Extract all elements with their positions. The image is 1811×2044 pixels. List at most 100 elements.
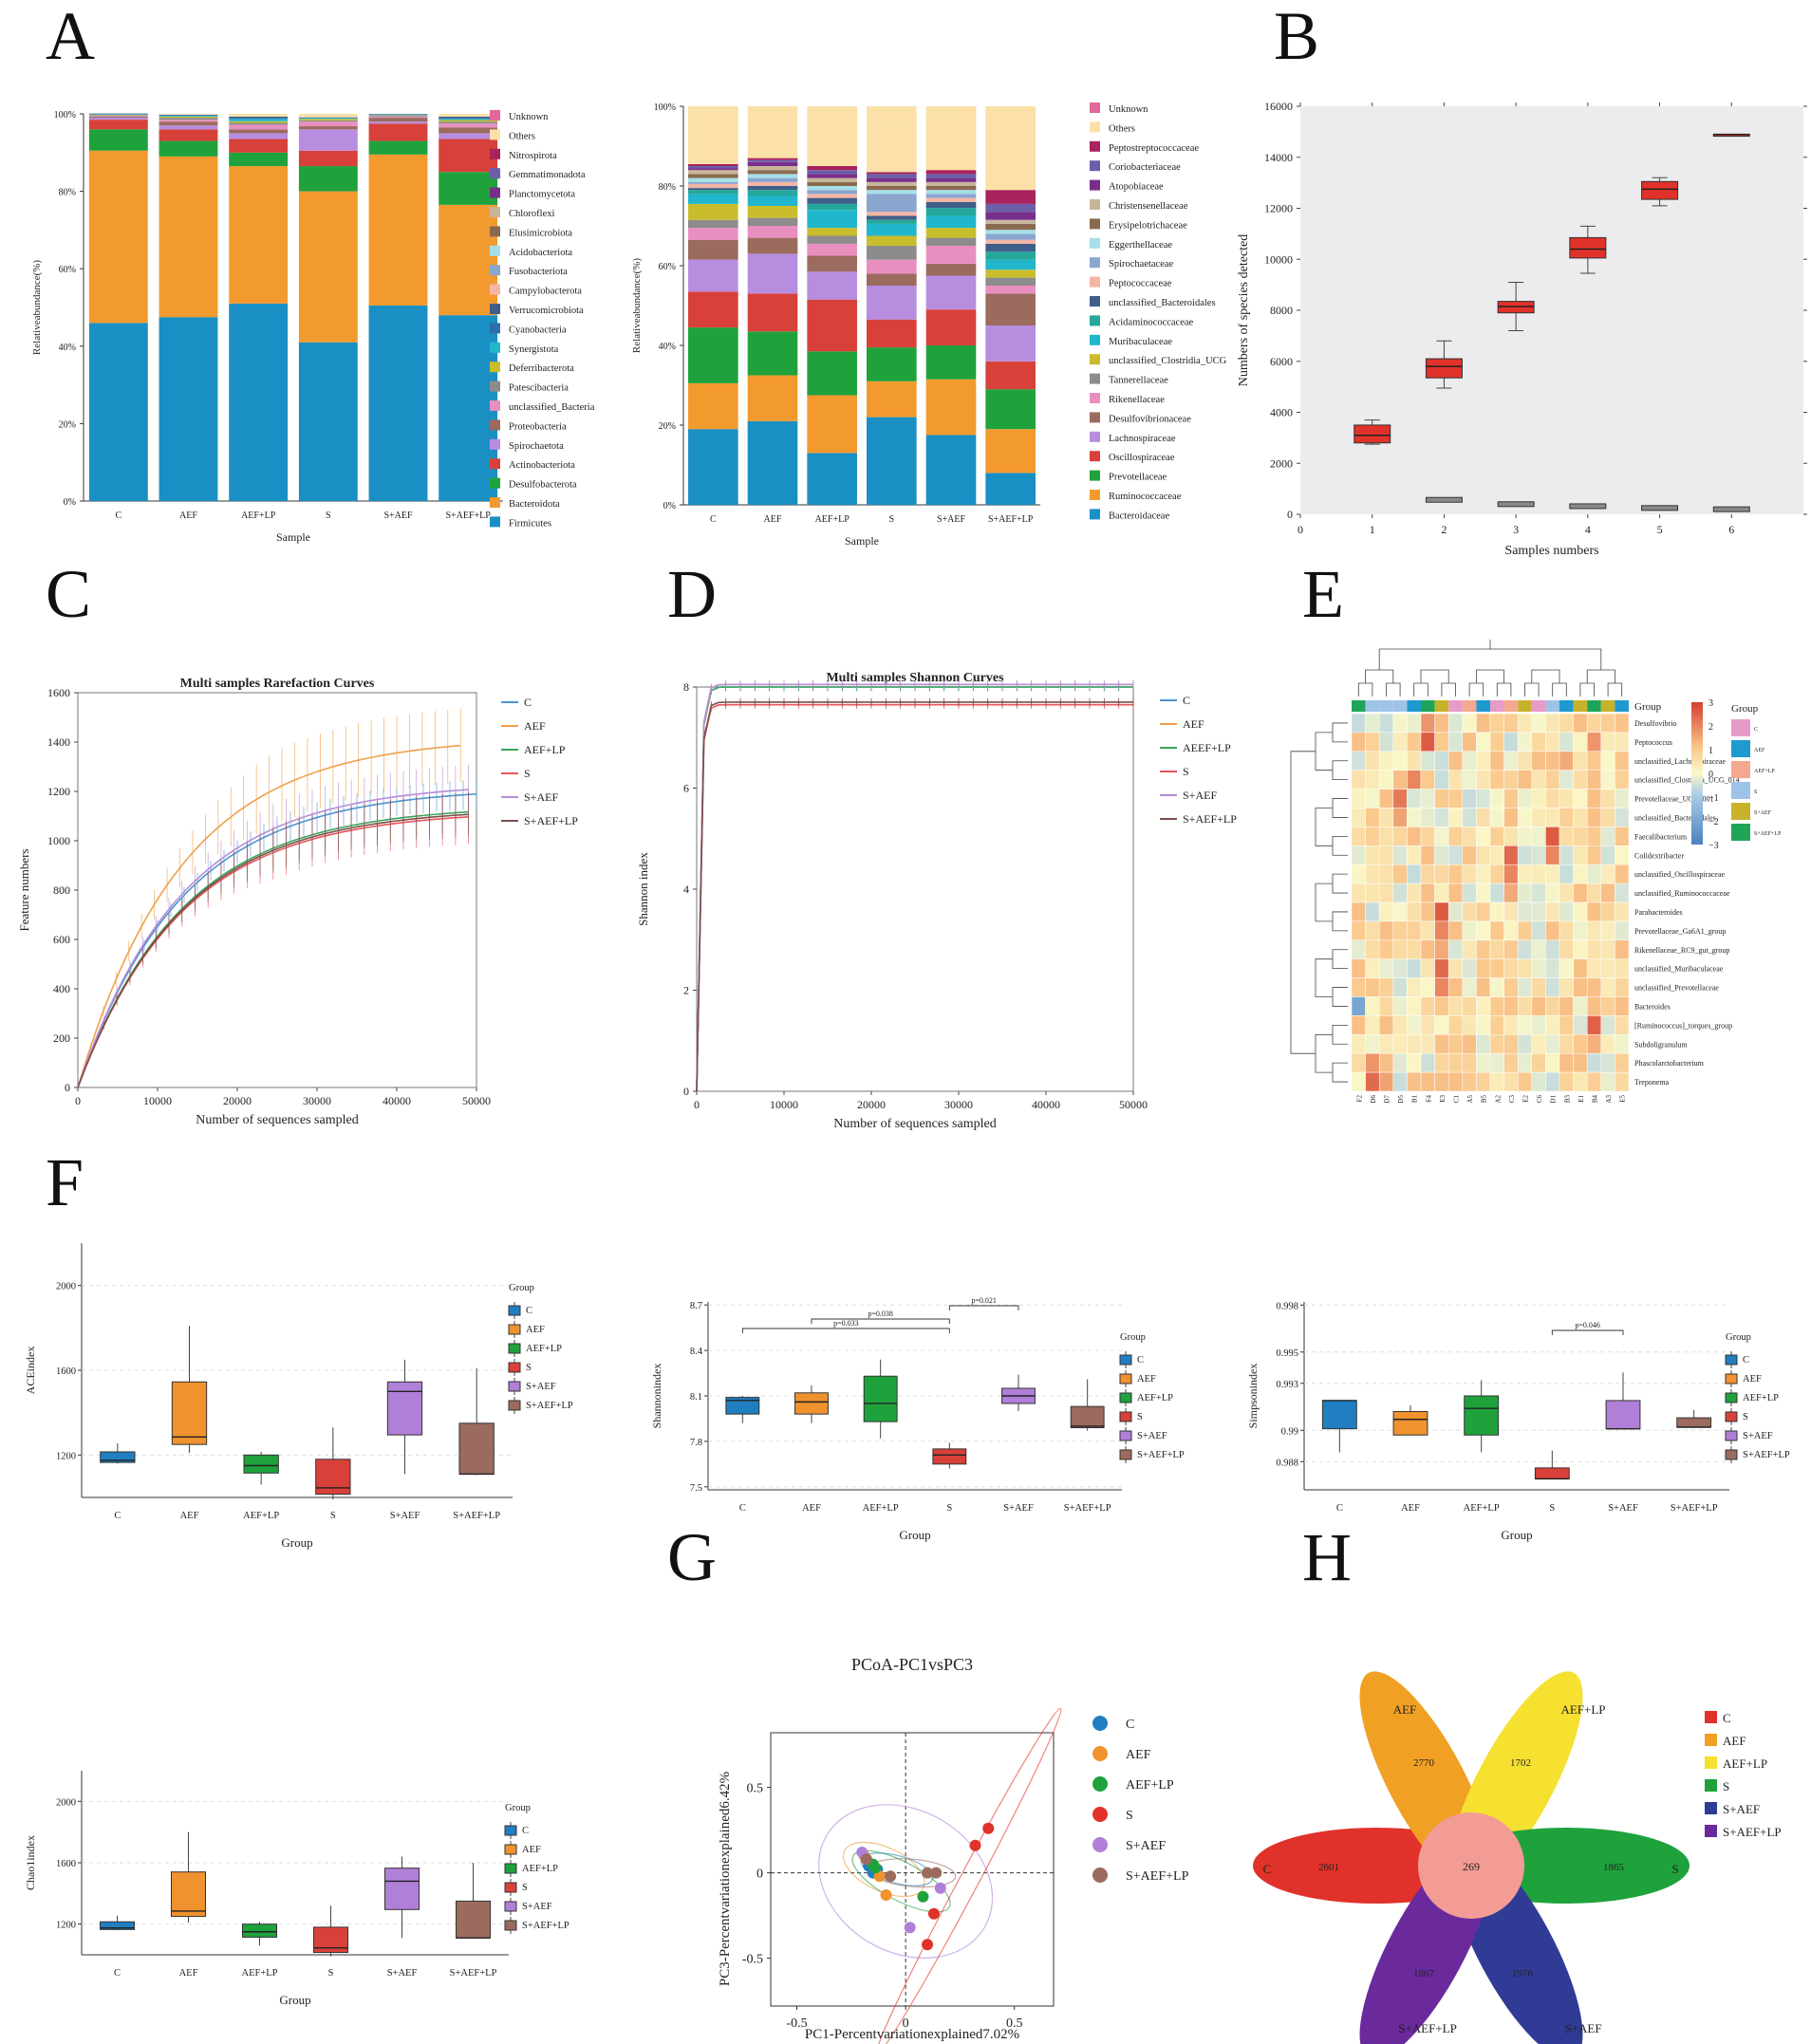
heatmap-cell	[1420, 883, 1435, 903]
bar-segment	[985, 389, 1036, 430]
heatmap-cell	[1600, 977, 1615, 997]
bar-segment	[298, 126, 358, 130]
bar-segment	[688, 194, 738, 204]
heatmap-cell	[1517, 751, 1533, 771]
legend-label: Deferribacterota	[509, 363, 574, 374]
box	[100, 1451, 136, 1463]
heatmap-cell	[1559, 732, 1574, 753]
heatmap-cell	[1531, 958, 1546, 978]
y-tick-label: 10000	[1264, 252, 1293, 266]
data-point	[922, 1939, 934, 1951]
heatmap-cell	[1378, 920, 1394, 941]
x-tick-label: 0	[694, 1098, 700, 1111]
dendrogram-branch	[1332, 722, 1348, 743]
bar-segment	[159, 116, 218, 117]
legend-label: AEF+LP	[1137, 1393, 1173, 1403]
petal-value: 1702	[1510, 1757, 1531, 1769]
series-line	[696, 703, 1133, 1092]
heatmap-cell	[1503, 1034, 1519, 1054]
set-label: S+AEF+LP	[1398, 2021, 1457, 2035]
heatmap-cell	[1365, 732, 1380, 753]
y-axis-title: Relativeabundance(%)	[31, 260, 43, 356]
group-legend-label: C	[1754, 727, 1758, 733]
y-tick-label: 0	[65, 1081, 70, 1094]
heatmap-cell	[1447, 939, 1464, 959]
legend-label: S	[524, 767, 531, 780]
p-value-label: p=0.046	[1575, 1321, 1600, 1329]
y-axis-title: Numbers of species detected	[1237, 234, 1251, 387]
legend-swatch	[504, 1863, 517, 1874]
legend-label: Others	[509, 131, 535, 141]
heatmap-cell	[1392, 845, 1408, 865]
heatmap-cell	[1420, 751, 1435, 771]
box	[458, 1422, 495, 1475]
row-label: Parabacteroides	[1634, 908, 1683, 917]
legend-swatch	[1090, 102, 1100, 113]
legend-swatch	[490, 110, 500, 121]
box	[171, 1871, 206, 1918]
heatmap-cell	[1600, 808, 1615, 827]
bar-segment	[747, 420, 798, 505]
heatmap-cell	[1351, 732, 1366, 753]
column-label: C6	[1536, 1095, 1543, 1104]
heatmap-cell	[1351, 789, 1366, 808]
bar-segment	[867, 223, 917, 236]
legend-label: Acidaminococcaceae	[1109, 317, 1194, 327]
legend-swatch	[1705, 1756, 1717, 1769]
heatmap-cell	[1586, 827, 1602, 846]
y-axis-title: Simpsonindex	[1246, 1364, 1260, 1429]
heatmap-cell	[1531, 827, 1546, 846]
dendrogram-branch	[1378, 648, 1602, 670]
bar-segment	[985, 212, 1036, 220]
heatmap-cell	[1615, 808, 1630, 827]
heatmap-cell	[1600, 1015, 1615, 1035]
x-tick-label: S+AEF+LP	[445, 511, 491, 521]
bar-segment	[688, 177, 738, 182]
heatmap-cell	[1434, 958, 1449, 978]
legend-label: S+AEF	[1137, 1431, 1167, 1441]
heatmap-cell	[1434, 713, 1449, 734]
legend-label: Atopobiaceae	[1109, 182, 1164, 193]
heatmap-cell	[1392, 1015, 1408, 1035]
heatmap-cell	[1586, 920, 1602, 941]
legend-label: unclassified_Bacteroidales	[1109, 298, 1216, 308]
x-tick-label: AEF	[179, 511, 197, 521]
heatmap-cell	[1392, 996, 1408, 1016]
x-tick-label: C	[710, 514, 717, 525]
heatmap-cell	[1615, 996, 1630, 1016]
heatmap-cell	[1545, 920, 1560, 941]
color-scale-tick: 1	[1708, 746, 1713, 756]
legend: Unknown Others Peptostreptococcaceae Coriob…	[1090, 102, 1227, 521]
group-strip-cell	[1615, 700, 1629, 712]
dendrogram-branch	[1441, 682, 1456, 697]
legend-dot	[1092, 1776, 1108, 1792]
group-legend-swatch	[1731, 824, 1750, 841]
heatmap-cell	[1447, 827, 1464, 846]
bar-segment	[368, 154, 428, 306]
heatmap-cell	[1351, 1015, 1366, 1035]
y-tick-label: 8.4	[690, 1347, 703, 1357]
bar-segment	[688, 239, 738, 260]
bar-segment	[807, 255, 857, 272]
heatmap-cell	[1615, 864, 1630, 884]
heatmap-cell	[1531, 751, 1546, 771]
heatmap-cell	[1531, 770, 1546, 790]
heatmap-cell	[1420, 808, 1435, 827]
bar-segment	[985, 243, 1036, 252]
group-legend-swatch	[1731, 782, 1750, 799]
heatmap-cell	[1420, 789, 1435, 808]
heatmap-cell	[1489, 939, 1504, 959]
bar-segment	[925, 237, 977, 246]
bar-segment	[985, 230, 1036, 234]
box	[243, 1454, 279, 1474]
heatmap-cell	[1434, 864, 1449, 884]
legend-swatch	[1119, 1411, 1132, 1422]
x-tick-label: S+AEF	[1003, 1503, 1034, 1514]
set-label: S	[1671, 1862, 1678, 1876]
data-point	[917, 1890, 929, 1903]
x-tick-label: 30000	[303, 1094, 331, 1107]
panel-letter-c: C	[46, 556, 91, 632]
heatmap-cell	[1586, 958, 1602, 978]
legend-swatch	[1090, 431, 1100, 442]
y-tick-label: 60%	[59, 265, 76, 275]
